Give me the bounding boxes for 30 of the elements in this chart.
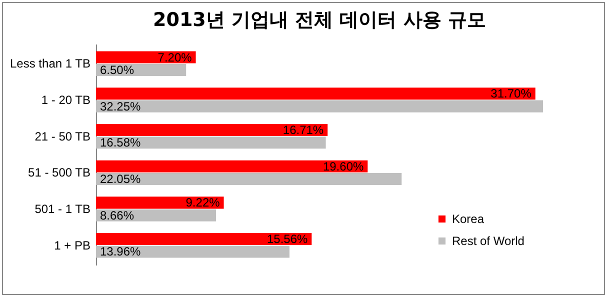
- y-tick-label: 1 - 20 TB: [41, 92, 90, 107]
- data-label: 13.96%: [100, 244, 142, 259]
- legend-label: Korea: [452, 212, 484, 226]
- bar: [96, 136, 326, 149]
- data-label: 32.25%: [100, 99, 142, 114]
- bar: [96, 124, 328, 136]
- bar: [96, 246, 290, 258]
- data-label: 16.71%: [282, 122, 324, 137]
- y-tick-label: 51 - 500 TB: [28, 166, 90, 180]
- bar: [96, 196, 224, 209]
- data-label: 7.20%: [158, 50, 192, 64]
- data-label: 8.66%: [100, 208, 134, 222]
- bar: [96, 88, 536, 100]
- bar: [96, 100, 543, 112]
- bar: [96, 172, 402, 186]
- chart-title: 2013년 기업내 전체 데이터 사용 규모: [153, 9, 486, 31]
- data-label: 22.05%: [100, 172, 142, 186]
- data-label: 6.50%: [100, 62, 134, 77]
- data-label: 15.56%: [266, 232, 308, 246]
- data-label: 9.22%: [186, 196, 220, 210]
- data-label: 31.70%: [490, 86, 532, 101]
- y-tick-label: 21 - 50 TB: [34, 129, 90, 144]
- data-label: 16.58%: [100, 136, 142, 150]
- legend-label: Rest of World: [452, 234, 524, 248]
- data-label: 19.60%: [322, 159, 364, 174]
- bar: [96, 160, 368, 172]
- y-tick-label: 501 - 1 TB: [34, 202, 90, 216]
- bar: [96, 233, 312, 246]
- y-tick-label: Less than 1 TB: [10, 56, 90, 71]
- y-tick-label: 1 + PB: [54, 238, 90, 252]
